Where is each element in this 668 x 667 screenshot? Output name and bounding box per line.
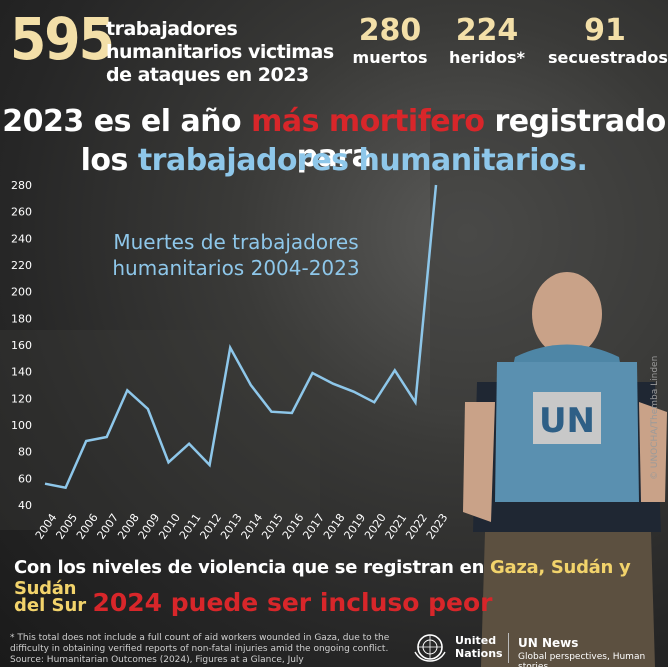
chart-title: Muertes de trabajadores humanitarios 200… — [112, 230, 360, 280]
x-tick-label: 2022 — [403, 511, 430, 541]
photo-credit: © UNOCHA/Themba Linden — [650, 355, 660, 480]
bottom-warning: 2024 puede ser incluso peor — [92, 588, 493, 617]
head-shape — [532, 272, 602, 356]
x-tick-label: 2007 — [95, 511, 122, 541]
stat-wounded: 224 heridos* — [448, 14, 526, 68]
x-tick-label: 2016 — [280, 511, 307, 541]
y-tick-label: 220 — [11, 259, 32, 272]
stat-kidnapped-number: 91 — [584, 13, 626, 48]
right-arm — [639, 402, 667, 502]
x-tick-label: 2006 — [74, 511, 101, 541]
y-tick-label: 100 — [11, 419, 32, 432]
bottom-places: Gaza, Sudán y Sudán — [14, 557, 631, 599]
headline-text-2: los — [80, 143, 138, 178]
x-tick-label: 2018 — [321, 511, 348, 541]
x-tick-label: 2008 — [115, 511, 142, 541]
left-arm — [463, 402, 495, 522]
stat-kidnapped: 91 secuestrados — [548, 13, 668, 68]
x-tick-label: 2014 — [239, 511, 266, 541]
x-tick-label: 2012 — [197, 511, 224, 541]
headline-line-2: los trabajadores humanitarios. — [0, 143, 668, 178]
un-name-line-1: United — [455, 634, 497, 647]
un-name: United Nations — [455, 634, 503, 660]
stat-wounded-number: 224 — [455, 13, 519, 48]
y-tick-label: 140 — [11, 366, 32, 379]
footnote-source: Source: Humanitarian Outcomes (2024), Fi… — [10, 655, 304, 665]
headline-line-1: 2023 es el año más mortifero registrado … — [0, 104, 668, 174]
x-tick-label: 2004 — [33, 511, 60, 541]
y-tick-label: 240 — [11, 232, 32, 245]
vest-patch — [533, 392, 601, 444]
bottom-line-2: del Sur 2024 puede ser incluso peor — [14, 588, 493, 617]
x-tick-label: 2020 — [362, 511, 389, 541]
total-victims-label: trabajadores humanitarios victimas de at… — [106, 18, 334, 86]
background-rubble — [0, 330, 320, 530]
y-tick-label: 160 — [11, 339, 32, 352]
bottom-places-2: del Sur — [14, 595, 87, 616]
y-tick-label: 80 — [18, 446, 32, 459]
un-news-tagline: Global perspectives, Human stories — [518, 652, 646, 667]
headline-highlight-red: más mortifero — [251, 104, 485, 139]
series-line — [44, 184, 438, 490]
stat-wounded-label: heridos* — [449, 48, 525, 67]
x-tick-label: 2009 — [136, 511, 163, 541]
footnote: * This total does not include a full cou… — [10, 633, 405, 666]
stat-kidnapped-label: secuestrados — [548, 48, 668, 67]
y-tick-label: 60 — [18, 472, 32, 485]
footnote-text: * This total does not include a full cou… — [10, 633, 390, 654]
stat-killed-number: 280 — [358, 13, 422, 48]
y-tick-label: 260 — [11, 206, 32, 219]
un-news-name: UN News — [518, 636, 579, 650]
un-emblem-icon — [414, 634, 446, 662]
y-tick-label: 200 — [11, 286, 32, 299]
y-tick-label: 40 — [18, 499, 32, 512]
stat-killed: 280 muertos — [352, 14, 428, 68]
y-tick-label: 120 — [11, 392, 32, 405]
x-tick-label: 2023 — [424, 511, 451, 541]
headline-text-end: registrado para — [296, 104, 667, 174]
stat-killed-label: muertos — [352, 48, 428, 67]
line-chart: 40 60 80 100 120 140 160 180 200 220 240 260 280 2004… — [11, 179, 451, 542]
x-tick-label: 2015 — [259, 511, 286, 541]
bottom-text: Con los niveles de violencia que se regi… — [14, 557, 491, 578]
y-tick-label: 280 — [11, 179, 32, 192]
x-tick-label: 2010 — [156, 511, 183, 541]
headline-highlight-blue: trabajadores humanitarios. — [137, 143, 588, 178]
x-tick-label: 2011 — [177, 511, 204, 541]
un-name-line-2: Nations — [455, 647, 503, 660]
x-tick-label: 2021 — [383, 511, 410, 541]
bottom-line-1: Con los niveles de violencia que se regi… — [14, 557, 668, 599]
x-tick-label: 2005 — [53, 511, 80, 541]
headline-text: 2023 es el año — [2, 104, 252, 139]
logo-divider — [508, 633, 509, 663]
x-tick-label: 2013 — [218, 511, 245, 541]
vest-un-text: UN — [539, 401, 595, 441]
trousers-shape — [481, 532, 655, 667]
x-tick-label: 2017 — [300, 511, 327, 541]
y-tick-label: 180 — [11, 312, 32, 325]
x-tick-label: 2019 — [341, 511, 368, 541]
aid-worker-photo: UN — [463, 272, 667, 667]
total-victims-count: 595 — [10, 5, 115, 73]
